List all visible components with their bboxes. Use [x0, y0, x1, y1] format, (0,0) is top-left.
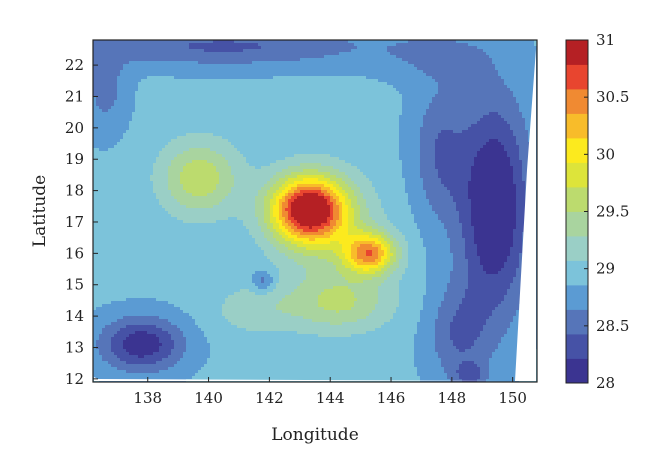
y-axis-label: Latitude [30, 175, 50, 247]
colorbar-tick-label: 30 [596, 145, 615, 163]
colorbar-segment [566, 89, 588, 114]
x-tick-label: 150 [498, 389, 527, 407]
x-axis: 138 140 142 144 146 148 150 [133, 377, 527, 407]
y-tick-label: 14 [65, 307, 84, 325]
colorbar-tick-label: 29.5 [596, 203, 629, 221]
colorbar: 28 28.5 29 29.5 30 30.5 31 [565, 31, 629, 392]
x-axis-label: Longitude [271, 425, 359, 445]
contour-field [93, 40, 537, 382]
colorbar-segment [566, 334, 588, 359]
y-tick-label: 20 [65, 119, 84, 137]
colorbar-segment [566, 113, 588, 139]
colorbar-tick-label: 31 [596, 31, 615, 49]
x-tick-label: 148 [438, 389, 467, 407]
colorbar-segment [566, 40, 588, 65]
y-axis: 12 13 14 15 16 17 18 19 20 21 22 [65, 56, 98, 388]
y-tick-label: 13 [65, 338, 84, 356]
colorbar-segment [566, 285, 588, 310]
colorbar-tick-label: 29 [596, 260, 615, 278]
x-tick-label: 142 [255, 389, 284, 407]
y-tick-label: 17 [65, 213, 84, 231]
colorbar-segment [566, 260, 588, 286]
colorbar-tick-label: 28 [596, 374, 615, 392]
x-tick-label: 144 [316, 389, 345, 407]
x-tick-label: 138 [133, 389, 162, 407]
colorbar-segment [566, 358, 588, 384]
plot-frame [92, 39, 538, 383]
y-tick-label: 15 [65, 276, 84, 294]
colorbar-segment [566, 211, 588, 237]
y-tick-label: 22 [65, 56, 84, 74]
colorbar-tick-label: 30.5 [596, 88, 629, 106]
colorbar-segment [566, 236, 588, 261]
y-tick-label: 12 [65, 370, 84, 388]
colorbar-segment [566, 162, 588, 188]
y-tick-label: 21 [65, 87, 84, 105]
colorbar-segment [566, 187, 588, 212]
y-tick-label: 18 [65, 182, 84, 200]
colorbar-tick-label: 28.5 [596, 317, 629, 335]
colorbar-segment [566, 309, 588, 335]
x-tick-label: 140 [194, 389, 223, 407]
y-tick-label: 16 [65, 244, 84, 262]
x-tick-label: 146 [377, 389, 406, 407]
y-tick-label: 19 [65, 150, 84, 168]
colorbar-segment [566, 138, 588, 163]
colorbar-segment [566, 64, 588, 90]
